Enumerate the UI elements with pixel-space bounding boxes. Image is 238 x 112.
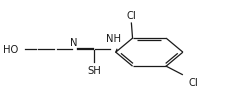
Text: Cl: Cl (188, 78, 198, 88)
Text: NH: NH (106, 33, 121, 43)
Text: SH: SH (87, 65, 101, 75)
Text: N: N (70, 37, 78, 47)
Text: Cl: Cl (127, 11, 136, 21)
Text: HO: HO (3, 45, 19, 55)
